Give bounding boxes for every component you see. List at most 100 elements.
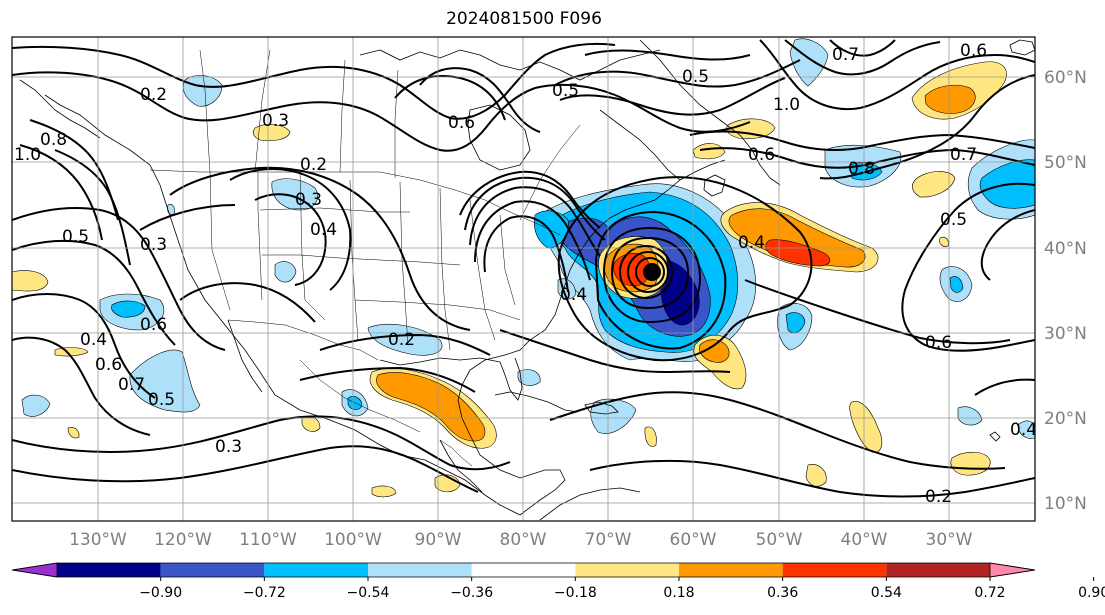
contour-central-2 <box>254 193 327 286</box>
shade-patch-negative-14 <box>21 394 51 417</box>
border-state-11 <box>499 214 516 306</box>
lon-tick-label: 120°W <box>154 530 212 550</box>
colorbar-tick-label: −0.90 <box>139 585 182 601</box>
contour-label: 0.7 <box>832 45 859 65</box>
contour-east-ridge-2 <box>901 182 1035 352</box>
shade-patch-positive-8 <box>911 171 956 198</box>
storm-center-dot <box>644 264 660 280</box>
lat-tick-label: 30°N <box>1044 324 1087 344</box>
colorbar-tick-label: −0.18 <box>554 585 597 601</box>
contour-north-wave-10 <box>759 39 1035 111</box>
lon-tick-label: 50°W <box>756 530 803 550</box>
contour-central-3 <box>169 166 471 331</box>
border-state-4 <box>262 254 461 266</box>
shade-patch-negative-12-cyan <box>949 276 964 293</box>
coastline-labrador <box>599 109 681 181</box>
border-state-9 <box>354 299 521 321</box>
border-state-1 <box>209 171 231 311</box>
contour-label: 0.2 <box>388 330 415 350</box>
coastline-alaska-panhandle <box>19 79 101 139</box>
contour-label: 0.5 <box>940 210 967 230</box>
shade-patch-negative-18 <box>517 369 541 386</box>
border-state-7 <box>399 181 409 346</box>
border-central-america <box>439 439 473 467</box>
contour-cyclone-ring-2 <box>635 257 665 287</box>
lat-tick-label: 50°N <box>1044 153 1087 173</box>
colorbar-tick-label: 0.18 <box>663 585 694 601</box>
shade-ne-atlantic-positive-orange <box>924 84 976 114</box>
contour-north-wave-5 <box>559 77 786 116</box>
colorbar-labels: −0.90 −0.72 −0.54 −0.36 −0.18 0.18 0.36 0.54 0.7… <box>139 577 1105 601</box>
colorbar-segment <box>886 563 990 577</box>
colorbar-extend-high <box>989 562 1036 578</box>
coastline-hudson-bay <box>467 104 531 171</box>
colorbar-tick-label: 0.36 <box>767 585 798 601</box>
lon-tick-label: 60°W <box>670 530 717 550</box>
lon-tick-label: 130°W <box>69 530 127 550</box>
contour-label: 0.4 <box>80 330 107 350</box>
colorbar-outline <box>11 562 1036 578</box>
colorbar-tick-label: −0.54 <box>347 585 390 601</box>
contour-subtropic-7 <box>299 366 476 393</box>
contour-label: 0.2 <box>925 487 952 507</box>
contour-label: 0.5 <box>552 81 579 101</box>
border-state-10 <box>469 199 496 341</box>
colorbar-segment <box>782 563 887 577</box>
contour-west-3 <box>12 293 156 399</box>
shade-atlantic-positive-band-orange <box>728 208 866 268</box>
shade-gulf-positive-orange <box>376 372 486 442</box>
contour-cyclone-outer <box>557 176 813 362</box>
coastline-south-america <box>539 487 641 521</box>
lon-tick-label: 100°W <box>324 530 382 550</box>
contour-cyclone-ring-3 <box>627 251 669 293</box>
shade-patch-negative-9-cyan <box>785 312 806 334</box>
coastline-hispaniola <box>584 401 619 415</box>
shade-patch-negative-15 <box>957 406 983 426</box>
contour-cyclone-ring-5 <box>610 236 690 310</box>
shade-patch-negative-5 <box>274 261 297 283</box>
colorbar-tick-label: −0.36 <box>450 585 493 601</box>
contour-subtropic-6 <box>319 333 491 356</box>
contour-north-wave-8 <box>699 147 1035 169</box>
shade-patch-negative-16 <box>1017 420 1035 439</box>
lon-tick-label: 80°W <box>500 530 547 550</box>
contour-label: 0.6 <box>748 145 775 165</box>
contour-north-wave-9 <box>689 130 1035 151</box>
lat-tick-label: 40°N <box>1044 239 1087 259</box>
contour-label: 0.3 <box>140 235 167 255</box>
coastline-cuba <box>494 391 579 413</box>
contour-trough-1 <box>459 170 601 229</box>
shade-patch-positive-12 <box>805 464 827 487</box>
contour-label: 0.5 <box>682 67 709 87</box>
contour-central-1 <box>229 168 352 291</box>
colorbar-tick-label: 0.72 <box>974 585 1005 601</box>
contour-north-wave-12 <box>829 39 896 57</box>
contour-label: 0.4 <box>560 285 587 305</box>
contour-east-ridge-3 <box>980 209 1035 281</box>
shade-patch-positive-5 <box>252 124 291 142</box>
contour-label: 0.2 <box>140 85 167 105</box>
contour-west-7 <box>19 144 103 241</box>
contour-label: 0.6 <box>960 41 987 61</box>
contour-label: 0.3 <box>295 190 322 210</box>
lon-tick-label: 70°W <box>585 530 632 550</box>
border-state-8 <box>439 187 451 351</box>
longitude-axis: 130°W 120°W 110°W 100°W 90°W 80°W 70°W 6… <box>69 530 973 550</box>
contour-trough-4 <box>474 200 591 281</box>
contour-labels: 0.6 0.5 0.5 0.7 0.6 1.0 0.2 0.3 0.6 0.8 … <box>14 41 1035 507</box>
contour-north-wave-1 <box>12 42 616 120</box>
contour-label: 0.3 <box>215 437 242 457</box>
coastline-gulf-coast <box>379 357 501 366</box>
border-canada-prov-5 <box>519 124 581 221</box>
lat-tick-label: 20°N <box>1044 409 1087 429</box>
contour-trough-2 <box>464 176 606 241</box>
colorbar-extend-low <box>11 562 58 578</box>
contour-cyclone-ring-7 <box>594 210 727 350</box>
lat-tick-label: 60°N <box>1044 68 1087 88</box>
shade-patch-positive-16 <box>939 236 949 247</box>
colorbar-segment <box>264 563 368 577</box>
colorbar-segment <box>368 563 472 577</box>
colorbar-segment <box>679 563 783 577</box>
coastline-florida <box>499 357 523 401</box>
contour-label: 0.2 <box>300 155 327 175</box>
